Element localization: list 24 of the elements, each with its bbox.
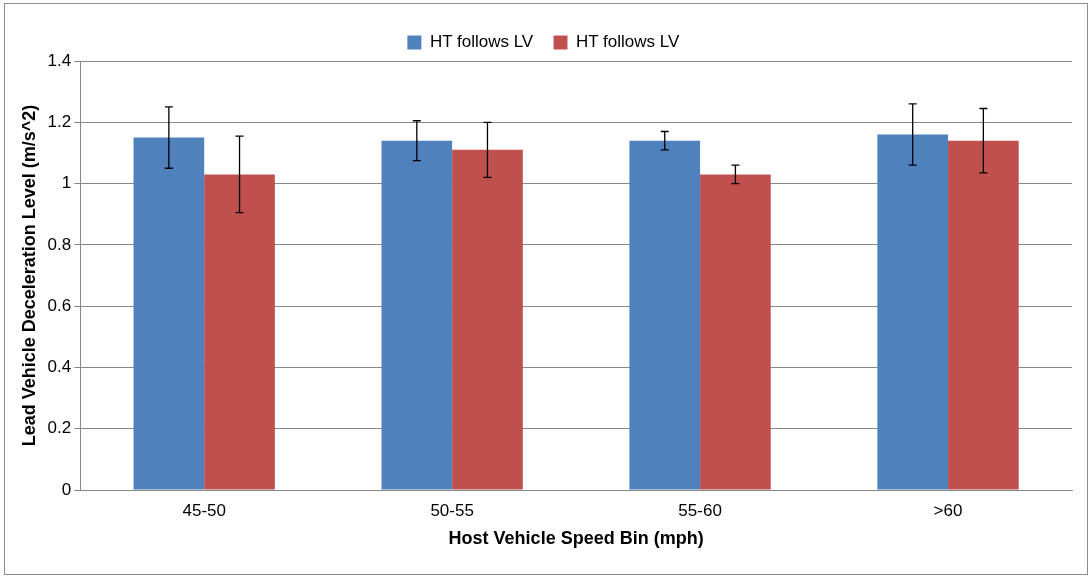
y-tick-label: 1.2 <box>47 111 72 131</box>
legend-label: HT follows LV <box>576 32 680 52</box>
x-tick-label: 55-60 <box>678 500 722 520</box>
x-axis-title: Host Vehicle Speed Bin (mph) <box>448 528 704 549</box>
legend-label: HT follows LV <box>429 32 534 52</box>
bar <box>629 140 701 490</box>
y-tick-label: 0.6 <box>47 295 72 315</box>
bar <box>700 174 771 490</box>
bar <box>877 134 949 490</box>
bar <box>381 140 453 490</box>
y-tick-label: 1 <box>61 173 72 193</box>
bar <box>452 149 523 490</box>
bar <box>948 140 1019 490</box>
x-tick-label: >60 <box>933 500 963 520</box>
y-axis-title: Lead Vehicle Deceleration Level (m/s^2) <box>18 104 39 447</box>
y-tick-label: 0.8 <box>47 234 72 254</box>
y-tick-label: 1.4 <box>47 50 72 70</box>
y-tick-label: 0.2 <box>47 418 72 438</box>
y-tick-label: 0 <box>61 479 72 499</box>
bar <box>204 174 275 490</box>
x-tick-label: 45-50 <box>182 500 226 520</box>
y-tick-label: 0.4 <box>47 357 72 377</box>
x-tick-label: 50-55 <box>430 500 474 520</box>
bar <box>133 137 205 490</box>
